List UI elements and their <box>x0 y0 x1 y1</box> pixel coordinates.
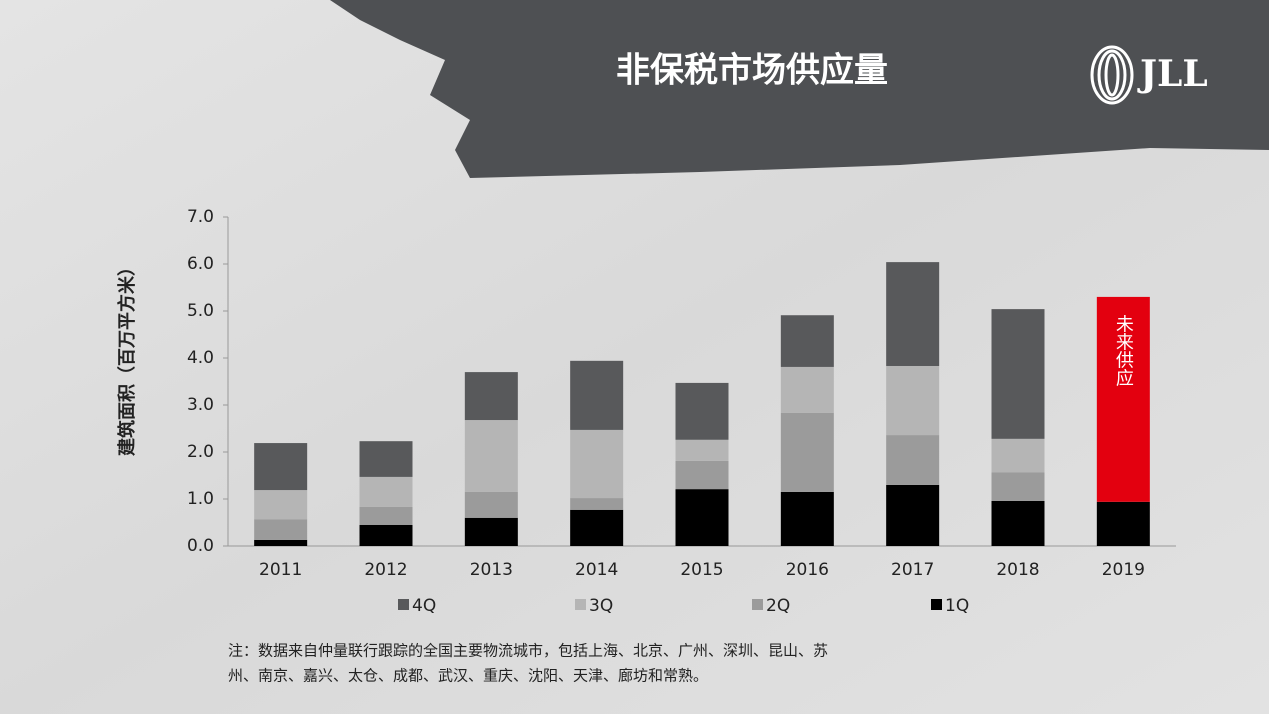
y-tick-label: 1.0 <box>187 489 214 509</box>
bar-segment <box>1096 501 1150 546</box>
x-tick-label: 2015 <box>680 560 723 580</box>
bar-segment <box>675 460 729 490</box>
y-tick-label: 2.0 <box>187 442 214 462</box>
y-tick-label: 3.0 <box>187 395 214 415</box>
bar-segment <box>1096 296 1150 502</box>
x-tick-label: 2012 <box>364 560 407 580</box>
x-tick-label: 2014 <box>575 560 618 580</box>
x-tick-label: 2019 <box>1102 560 1145 580</box>
note-line: 注：数据来自仲量联行跟踪的全国主要物流城市，包括上海、北京、广州、深圳、昆山、苏 <box>228 642 828 660</box>
slide-title: 非保税市场供应量 <box>616 51 888 91</box>
x-tick-label: 2011 <box>259 560 302 580</box>
logo-rings <box>1090 45 1134 105</box>
y-tick-label: 5.0 <box>187 301 214 321</box>
bar-segment <box>570 429 624 499</box>
bar-segment <box>254 443 308 491</box>
bar-segment <box>254 539 308 546</box>
bar-segment <box>464 420 518 492</box>
legend-swatch <box>575 599 586 610</box>
bar-segment <box>991 472 1045 501</box>
bar-segment <box>675 489 729 546</box>
bar-segment <box>464 491 518 518</box>
bar-segment <box>359 524 413 546</box>
y-axis-label: 建筑面积（百万平方米） <box>116 258 138 456</box>
bar-segment <box>886 365 940 436</box>
bar-label: 未来供应 <box>1113 315 1134 387</box>
bar-segment <box>991 500 1045 546</box>
bar-segment <box>359 506 413 525</box>
bar-segment <box>886 262 940 366</box>
header-band <box>330 0 1269 178</box>
bar-segment <box>254 490 308 520</box>
logo: JLL <box>1137 53 1208 95</box>
bar-segment <box>675 382 729 440</box>
legend-swatch <box>398 599 409 610</box>
x-tick-label: 2013 <box>470 560 513 580</box>
y-tick-label: 0.0 <box>187 536 214 556</box>
x-tick-label: 2016 <box>786 560 829 580</box>
legend-label: 3Q <box>589 596 613 616</box>
bar-segment <box>780 315 834 367</box>
y-tick-label: 7.0 <box>187 207 214 227</box>
bar-segment <box>991 309 1045 439</box>
legend-swatch <box>752 599 763 610</box>
bar-segment <box>780 491 834 546</box>
legend-label: 2Q <box>766 596 790 616</box>
bar-segment <box>886 435 940 485</box>
bar-segment <box>359 441 413 477</box>
legend-label: 1Q <box>945 596 969 616</box>
bar-segment <box>359 476 413 507</box>
x-tick-label: 2018 <box>996 560 1039 580</box>
bar-segment <box>886 484 940 546</box>
bar-segment <box>570 498 624 510</box>
legend-swatch <box>931 599 942 610</box>
note-line: 州、南京、嘉兴、太仓、成都、武汉、重庆、沈阳、天津、廊坊和常熟。 <box>228 667 708 685</box>
legend-label: 4Q <box>412 596 436 616</box>
bar-segment <box>464 517 518 546</box>
y-tick-label: 4.0 <box>187 348 214 368</box>
bar-segment <box>570 360 624 430</box>
bar-segment <box>254 519 308 540</box>
x-tick-label: 2017 <box>891 560 934 580</box>
bar-segment <box>675 439 729 461</box>
y-tick-label: 6.0 <box>187 254 214 274</box>
bar-segment <box>991 438 1045 473</box>
bar-segment <box>780 366 834 413</box>
bar-segment <box>570 509 624 546</box>
bar-segment <box>464 372 518 421</box>
bar-segment <box>780 412 834 492</box>
